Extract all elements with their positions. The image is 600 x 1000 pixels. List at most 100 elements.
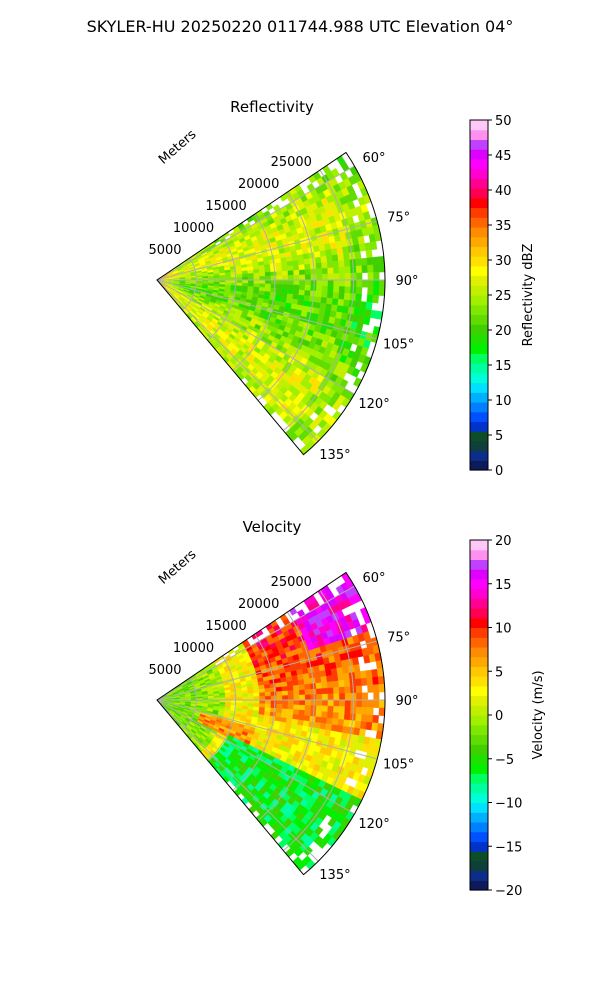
field-cell	[371, 668, 379, 678]
field-cell	[356, 272, 363, 281]
field-cell	[299, 269, 306, 276]
field-cell	[373, 692, 380, 701]
field-cell	[253, 279, 260, 284]
field-cell	[225, 274, 232, 278]
field-cell	[304, 689, 311, 695]
field-cell	[302, 253, 310, 260]
field-cell	[333, 699, 340, 707]
velocity-colorbar: −20 −15 −10 −5 0 5 10 15 20	[469, 534, 522, 899]
field-cell	[360, 257, 368, 266]
field-cell	[355, 706, 363, 715]
field-cell	[319, 250, 327, 258]
field-cell	[342, 306, 350, 314]
field-cell	[327, 699, 334, 707]
range-tick-label: 5000	[148, 663, 181, 678]
field-cell	[297, 254, 304, 261]
field-cell	[247, 696, 255, 701]
field-cell	[366, 714, 374, 723]
field-cell	[281, 284, 289, 290]
azimuth-gridline	[156, 165, 355, 281]
colorbar-swatch	[470, 646, 488, 658]
colorbar-swatch	[470, 265, 488, 277]
field-cell	[361, 279, 369, 288]
field-cell	[338, 286, 346, 294]
field-cell	[330, 668, 338, 676]
colorbar-tick-label: 20	[495, 534, 512, 549]
field-cell	[281, 690, 289, 696]
field-cell	[269, 683, 277, 689]
colorbar-swatch	[470, 168, 488, 179]
field-cell	[259, 699, 266, 704]
field-cell	[378, 707, 386, 717]
field-cell	[344, 699, 351, 707]
field-cell	[265, 699, 272, 705]
field-cell	[332, 680, 340, 688]
field-cell	[247, 699, 255, 704]
field-cell	[280, 257, 287, 263]
range-tick-label: 5000	[148, 243, 181, 258]
field-cell	[281, 288, 288, 294]
colorbar-tick-label: 10	[495, 622, 512, 637]
field-cell	[321, 711, 328, 719]
field-cell	[259, 276, 266, 281]
field-cell	[282, 279, 289, 285]
field-cell	[287, 288, 294, 295]
field-cell	[253, 699, 260, 704]
field-cell	[270, 287, 277, 293]
field-cell	[219, 275, 226, 278]
field-cell	[321, 291, 328, 299]
field-cell	[304, 699, 312, 706]
field-cell	[247, 279, 255, 284]
colorbar-swatch	[470, 617, 488, 629]
field-cell	[355, 685, 363, 694]
field-cell	[365, 301, 373, 311]
field-cell	[241, 690, 249, 695]
colorbar-tick-label: 5	[495, 665, 503, 680]
field-cell	[281, 261, 288, 268]
field-cell	[276, 275, 283, 281]
field-cell	[330, 724, 338, 732]
field-cell	[276, 284, 283, 289]
colorbar-swatch	[470, 540, 488, 551]
azimuth-gridline	[156, 279, 378, 340]
field-cell	[276, 279, 283, 285]
reflectivity-title: Reflectivity	[230, 98, 314, 116]
field-cell	[315, 290, 323, 298]
field-cell	[330, 304, 338, 312]
field-cell	[314, 676, 322, 684]
field-cell	[253, 703, 260, 708]
colorbar-swatch	[470, 275, 488, 286]
azimuth-tick-label: 75°	[387, 630, 410, 645]
field-cell	[270, 691, 277, 697]
field-cell	[258, 688, 266, 693]
colorbar-swatch	[470, 559, 488, 570]
reflectivity-grid	[156, 151, 386, 456]
field-cell	[344, 273, 351, 281]
colorbar-tick-label: 30	[495, 254, 512, 269]
field-cell	[276, 691, 283, 696]
colorbar-swatch	[470, 304, 488, 316]
field-cell	[247, 276, 255, 281]
field-cell	[325, 303, 333, 311]
colorbar-swatch	[470, 411, 488, 422]
field-cell	[213, 695, 220, 699]
field-cell	[304, 279, 312, 286]
field-cell	[319, 670, 327, 678]
colorbar-tick-label: −20	[495, 884, 522, 899]
field-cell	[333, 693, 340, 701]
azimuth-tick-label: 105°	[383, 338, 414, 353]
colorbar-swatch	[470, 431, 488, 442]
field-cell	[342, 726, 350, 734]
field-cell	[367, 699, 374, 708]
field-cell	[276, 271, 283, 276]
field-cell	[372, 256, 379, 266]
field-cell	[299, 694, 306, 701]
field-cell	[366, 677, 374, 686]
field-cell	[253, 276, 260, 281]
field-cell	[275, 262, 282, 268]
colorbar-swatch	[470, 841, 488, 852]
field-cell	[321, 687, 329, 695]
field-cell	[327, 705, 334, 713]
field-cell	[286, 680, 294, 687]
colorbar-swatch	[470, 314, 488, 325]
